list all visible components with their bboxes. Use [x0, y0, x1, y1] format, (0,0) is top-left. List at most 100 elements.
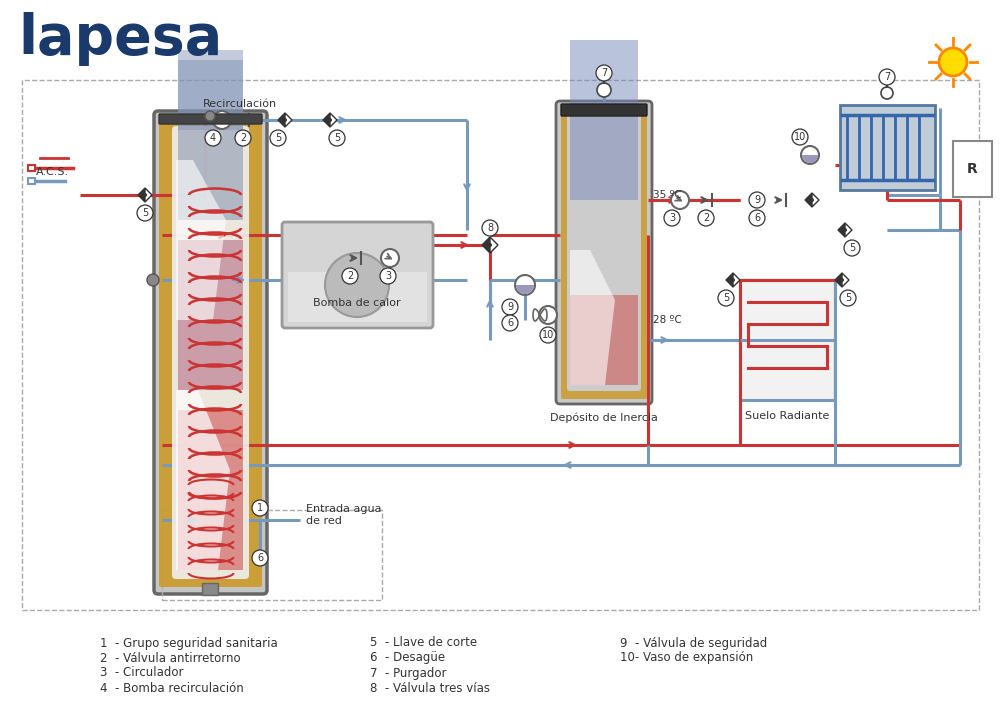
Polygon shape	[733, 273, 740, 287]
Text: 5: 5	[275, 133, 281, 143]
Text: lapesa: lapesa	[18, 12, 222, 66]
Circle shape	[939, 48, 967, 76]
Circle shape	[698, 210, 714, 226]
Circle shape	[502, 299, 518, 315]
Circle shape	[810, 198, 814, 202]
Circle shape	[664, 210, 680, 226]
FancyBboxPatch shape	[567, 114, 641, 391]
Text: 9: 9	[507, 302, 513, 312]
Text: 4  - Bomba recirculación: 4 - Bomba recirculación	[100, 681, 244, 694]
Text: Recirculación: Recirculación	[203, 99, 277, 109]
Polygon shape	[176, 390, 230, 570]
Circle shape	[381, 249, 399, 267]
Text: 3: 3	[669, 213, 675, 223]
FancyBboxPatch shape	[570, 40, 638, 200]
Circle shape	[749, 192, 765, 208]
Circle shape	[843, 228, 847, 232]
Text: 8: 8	[487, 223, 493, 233]
Text: 2  - Válvula antirretorno: 2 - Válvula antirretorno	[100, 651, 241, 664]
Circle shape	[749, 210, 765, 226]
Circle shape	[252, 500, 268, 516]
Text: 8  - Válvula tres vías: 8 - Válvula tres vías	[370, 681, 490, 694]
Circle shape	[792, 129, 808, 145]
Text: 4: 4	[210, 133, 216, 143]
Circle shape	[213, 111, 231, 129]
FancyBboxPatch shape	[178, 60, 243, 220]
Text: 10: 10	[542, 330, 554, 340]
Circle shape	[380, 268, 396, 284]
Text: 3: 3	[385, 271, 391, 281]
Circle shape	[801, 146, 819, 164]
FancyBboxPatch shape	[740, 280, 835, 400]
Polygon shape	[145, 188, 152, 202]
Circle shape	[596, 65, 612, 81]
Text: 2: 2	[240, 133, 246, 143]
Text: 5: 5	[845, 293, 851, 303]
Polygon shape	[812, 193, 819, 207]
Circle shape	[270, 130, 286, 146]
FancyBboxPatch shape	[28, 165, 35, 171]
Circle shape	[881, 87, 893, 99]
Circle shape	[147, 274, 159, 286]
FancyBboxPatch shape	[840, 105, 935, 190]
Text: Suelo Radiante: Suelo Radiante	[745, 411, 829, 421]
Circle shape	[597, 83, 611, 97]
FancyBboxPatch shape	[556, 101, 652, 404]
Polygon shape	[482, 237, 490, 253]
FancyBboxPatch shape	[159, 114, 262, 124]
Circle shape	[205, 130, 221, 146]
Text: 6: 6	[507, 318, 513, 328]
Polygon shape	[570, 250, 615, 385]
Circle shape	[137, 205, 153, 221]
Text: 5: 5	[849, 243, 855, 253]
FancyBboxPatch shape	[178, 240, 243, 390]
Polygon shape	[323, 113, 330, 127]
Text: 3  - Circulador: 3 - Circulador	[100, 666, 184, 679]
FancyBboxPatch shape	[154, 111, 267, 594]
FancyBboxPatch shape	[561, 106, 647, 399]
Circle shape	[671, 191, 689, 209]
Text: 28 ºC: 28 ºC	[653, 315, 682, 325]
Text: R: R	[967, 162, 977, 176]
Text: 10: 10	[794, 132, 806, 142]
Text: 9: 9	[754, 195, 760, 205]
Circle shape	[844, 240, 860, 256]
Circle shape	[205, 111, 215, 121]
Circle shape	[502, 315, 518, 331]
Circle shape	[328, 118, 332, 122]
Circle shape	[879, 69, 895, 85]
FancyBboxPatch shape	[288, 272, 427, 322]
Circle shape	[252, 550, 268, 566]
Polygon shape	[726, 273, 733, 287]
Wedge shape	[802, 155, 818, 163]
Polygon shape	[278, 113, 285, 127]
Text: 5: 5	[142, 208, 148, 218]
Polygon shape	[176, 160, 226, 320]
FancyBboxPatch shape	[159, 118, 262, 587]
FancyBboxPatch shape	[953, 141, 992, 197]
FancyBboxPatch shape	[202, 583, 218, 595]
Text: 5  - Llave de corte: 5 - Llave de corte	[370, 637, 477, 649]
Circle shape	[143, 193, 147, 197]
FancyBboxPatch shape	[570, 295, 638, 385]
Polygon shape	[138, 188, 145, 202]
Text: 2: 2	[703, 213, 709, 223]
Circle shape	[329, 130, 345, 146]
Polygon shape	[842, 273, 849, 287]
Text: Depósito de Inercia: Depósito de Inercia	[550, 413, 658, 423]
Polygon shape	[835, 273, 842, 287]
Polygon shape	[490, 237, 498, 253]
Polygon shape	[845, 223, 852, 237]
Polygon shape	[805, 193, 812, 207]
Text: 6  - Desagüe: 6 - Desagüe	[370, 651, 445, 664]
Circle shape	[342, 268, 358, 284]
Circle shape	[325, 253, 389, 317]
Circle shape	[235, 130, 251, 146]
Wedge shape	[516, 285, 534, 294]
FancyBboxPatch shape	[28, 178, 35, 184]
Circle shape	[539, 306, 557, 324]
Polygon shape	[285, 113, 292, 127]
Text: 6: 6	[257, 553, 263, 563]
Text: 2: 2	[347, 271, 353, 281]
FancyBboxPatch shape	[178, 50, 243, 130]
